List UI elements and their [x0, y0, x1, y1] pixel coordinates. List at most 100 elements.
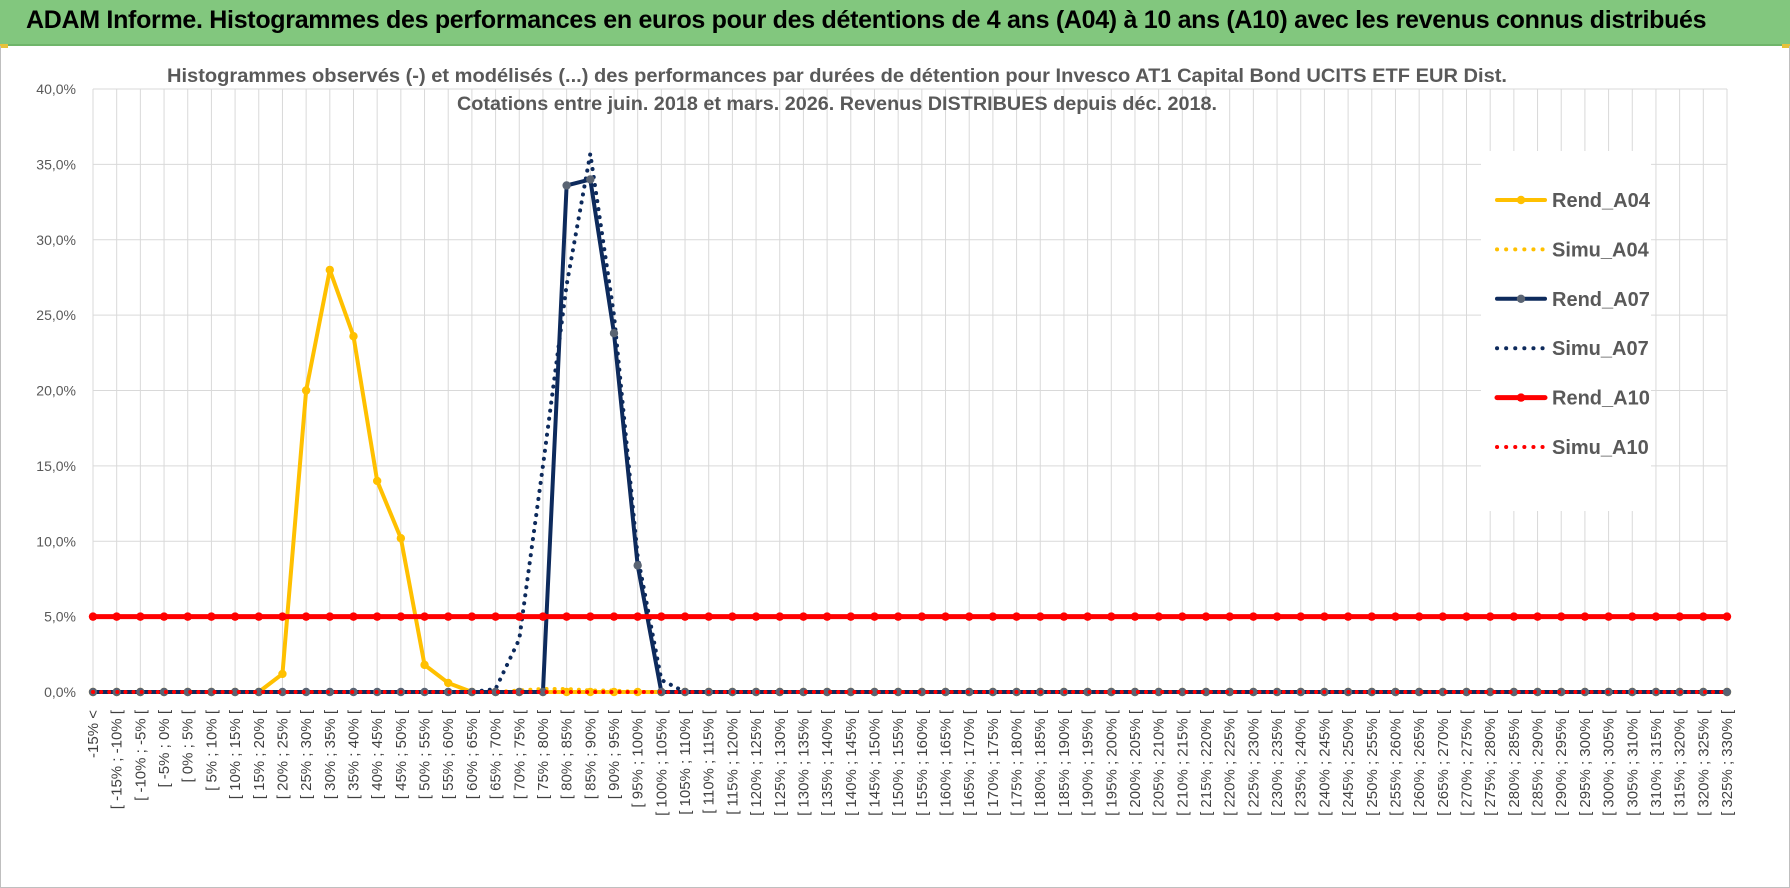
data-point [1107, 612, 1116, 621]
x-tick-label: [ 40% ; 45% [ [369, 709, 386, 799]
x-tick-label: [ 310% ; 315% [ [1648, 709, 1665, 816]
data-point [491, 612, 500, 621]
data-point [325, 612, 335, 621]
data-point [420, 612, 429, 621]
x-tick-label: [ 45% ; 50% [ [393, 709, 410, 799]
x-tick-label: [ 190% ; 195% [ [1080, 709, 1097, 816]
data-point [301, 386, 311, 395]
data-point [1557, 612, 1566, 621]
x-tick-label: [ 160% ; 165% [ [938, 709, 955, 816]
legend-item-rend-a10: Rend_A10 [1494, 388, 1650, 410]
data-point [1509, 612, 1519, 621]
data-point [562, 612, 571, 621]
data-point [159, 612, 169, 621]
x-tick-label: [ 180% ; 185% [ [1032, 709, 1049, 816]
x-tick-label: [ 220% ; 225% [ [1222, 709, 1239, 816]
data-point [349, 612, 358, 621]
data-point [988, 612, 998, 621]
x-tick-label: [ 170% ; 175% [ [985, 709, 1002, 816]
x-tick-label: [ 50% ; 55% [ [417, 709, 434, 799]
data-point [1083, 612, 1092, 621]
x-tick-label: [ 260% ; 265% [ [1411, 709, 1428, 816]
data-point [846, 687, 855, 697]
x-tick-label: [ 15% ; 20% [ [251, 709, 268, 799]
data-point [799, 687, 808, 697]
data-point [301, 687, 311, 697]
legend-marker [1516, 294, 1526, 303]
y-tick-label: 5,0% [44, 609, 76, 625]
x-tick-label: [ 70% ; 75% [ [511, 709, 528, 799]
data-point [1178, 612, 1187, 621]
data-point [396, 534, 406, 543]
x-tick-label: [ 175% ; 180% [ [1009, 709, 1026, 816]
legend-label: Rend_A07 [1552, 289, 1650, 311]
data-point [1414, 687, 1424, 697]
banner-corner-left [0, 44, 8, 48]
data-point [1533, 612, 1542, 621]
data-point [1343, 612, 1353, 621]
data-point [728, 612, 737, 621]
data-point [278, 612, 287, 621]
x-tick-label: [ 275% ; 280% [ [1482, 709, 1499, 816]
data-point [822, 612, 832, 621]
x-tick-label: [ -5% ; 0% [ [156, 709, 173, 787]
x-tick-label: [ 295% ; 300% [ [1577, 709, 1594, 816]
data-point [562, 181, 571, 190]
data-point [633, 612, 642, 621]
data-point [1604, 612, 1613, 621]
legend-label: Rend_A10 [1552, 388, 1650, 410]
report-banner: ADAM Informe. Histogrammes des performan… [0, 0, 1790, 46]
y-tick-label: 35,0% [36, 156, 76, 172]
data-point [1699, 612, 1708, 621]
x-tick-label: [ -15% ; -10% [ [109, 709, 126, 809]
data-point [372, 612, 382, 621]
x-tick-label: [ 155% ; 160% [ [914, 709, 931, 816]
data-point [1533, 687, 1542, 697]
legend-label: Simu_A04 [1552, 239, 1650, 261]
data-point [1722, 687, 1732, 697]
legend-label: Rend_A04 [1552, 190, 1651, 212]
data-point [657, 612, 666, 621]
x-axis-ticks: -15% < [ -15% ; -10% [[ -10% ; -5% [[ -5%… [85, 709, 1736, 816]
legend: Rend_A04 Simu_A04 Rend_A07 Simu_A07 Rend_A10… [1481, 151, 1651, 511]
data-point [1154, 687, 1163, 697]
data-point [680, 612, 690, 621]
data-point [1557, 687, 1566, 697]
x-tick-label: [ 65% ; 70% [ [488, 709, 505, 799]
data-point [230, 612, 240, 621]
data-point [609, 612, 619, 621]
data-point [325, 265, 335, 275]
data-point [704, 612, 713, 621]
data-point [870, 687, 879, 697]
data-point [1012, 612, 1021, 621]
data-point [301, 612, 311, 621]
data-point [515, 612, 524, 621]
x-tick-label: [ 75% ; 80% [ [535, 709, 552, 799]
data-point [1130, 612, 1140, 621]
data-point [1320, 612, 1329, 621]
data-point [278, 669, 287, 679]
legend-item-simu-a07: Simu_A07 [1495, 338, 1649, 360]
x-tick-label: [ 95% ; 100% [ [630, 709, 647, 807]
x-tick-label: [ 125% ; 130% [ [772, 709, 789, 816]
grid-lines [92, 88, 1728, 693]
x-tick-label: [ 20% ; 25% [ [274, 709, 291, 799]
data-point [467, 612, 477, 621]
x-tick-label: [ 30% ; 35% [ [322, 709, 339, 799]
data-point [1107, 687, 1116, 697]
data-point [396, 612, 406, 621]
data-point [965, 612, 974, 621]
legend-label: Simu_A07 [1552, 338, 1649, 360]
data-point [1438, 687, 1448, 697]
x-tick-label: [ 105% ; 110% [ [677, 709, 694, 815]
x-tick-label: [ 235% ; 240% [ [1293, 709, 1310, 816]
data-point [751, 612, 761, 621]
chart-subtitle: Cotations entre juin. 2018 et mars. 2026… [457, 94, 1217, 115]
legend-marker [1516, 393, 1526, 402]
data-point [538, 612, 548, 621]
x-tick-label: [ 80% ; 85% [ [559, 709, 576, 799]
data-point [278, 687, 287, 697]
x-tick-label: [ 285% ; 290% [ [1530, 709, 1547, 816]
x-tick-label: [ 0% ; 5% [ [180, 709, 197, 782]
x-tick-label: [ 120% ; 125% [ [748, 709, 765, 816]
